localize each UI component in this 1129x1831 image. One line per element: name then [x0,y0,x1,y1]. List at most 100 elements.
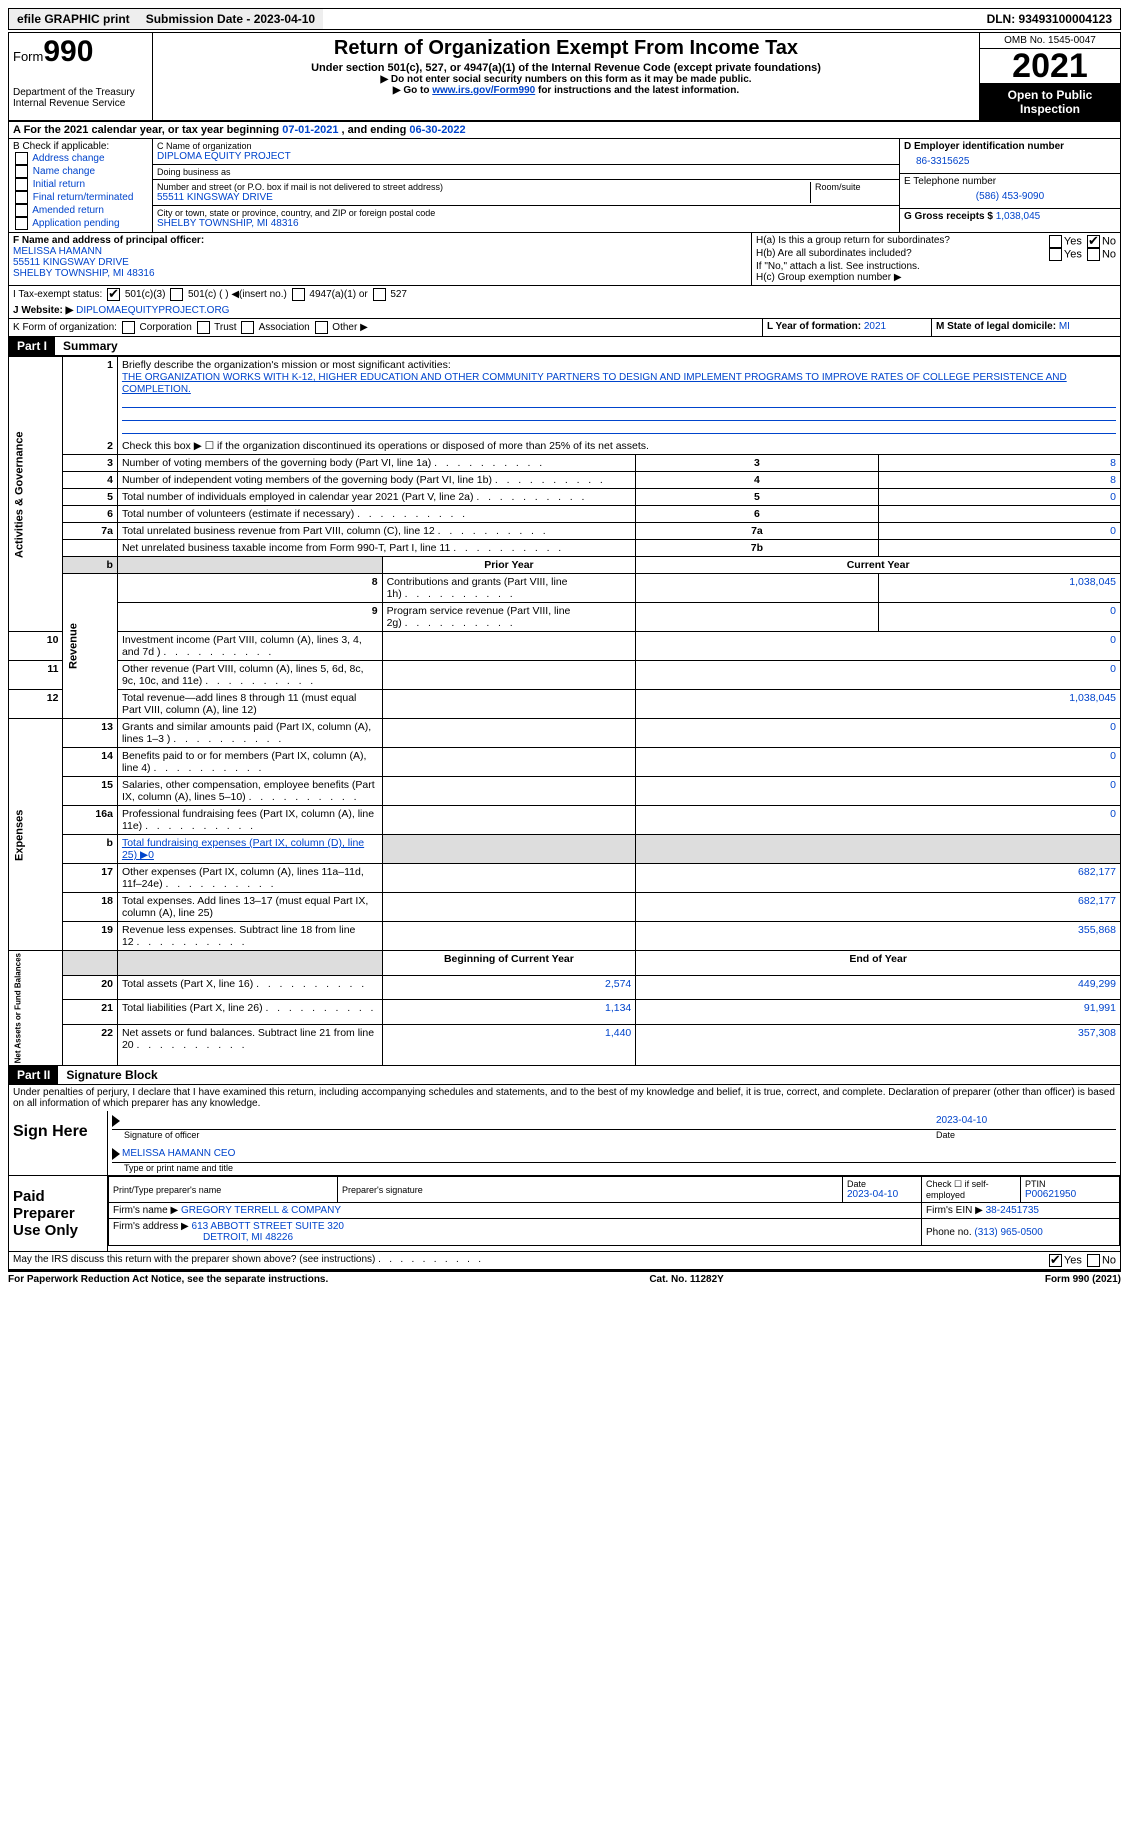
check-corp[interactable] [122,321,135,334]
open-public-badge: Open to Public Inspection [980,84,1120,120]
check-assoc[interactable] [241,321,254,334]
ag-row-text: Total number of individuals employed in … [117,489,635,506]
vert-ag: Activities & Governance [9,357,63,632]
room-label: Room/suite [815,182,895,192]
check-final[interactable]: Final return/terminated [13,191,148,204]
check-initial[interactable]: Initial return [13,178,148,191]
gross-value: 1,038,045 [996,211,1041,222]
spacer [323,16,978,22]
check-501c3[interactable] [107,288,120,301]
row-text: Contributions and grants (Part VIII, lin… [382,574,636,603]
opt-corp: Corporation [140,322,192,333]
part2-title: Signature Block [58,1066,165,1084]
footer-right: Form 990 (2021) [1045,1274,1121,1285]
prep-sig-label: Preparer's signature [342,1185,838,1195]
vert-net: Net Assets or Fund Balances [9,951,63,1066]
prep-name-label: Print/Type preparer's name [113,1185,333,1195]
officer-label: F Name and address of principal officer: [13,235,204,246]
col-c: C Name of organization DIPLOMA EQUITY PR… [153,139,900,232]
check-527[interactable] [373,288,386,301]
box: 5 [636,489,878,506]
check-pending[interactable]: Application pending [13,217,148,230]
table-row: 21Total liabilities (Part X, line 26)1,1… [9,1000,1121,1025]
row-a-mid: , and ending [342,124,410,136]
check-4947[interactable] [292,288,305,301]
firm-city: DETROIT, MI 48226 [113,1232,293,1243]
addr-value: 55511 KINGSWAY DRIVE [157,192,806,203]
officer-addr1: 55511 KINGSWAY DRIVE [13,257,129,268]
line1-label: Briefly describe the organization's miss… [122,359,451,371]
check-trust[interactable] [197,321,210,334]
form-word: Form [13,49,43,64]
summary-table: Activities & Governance 1 Briefly descri… [8,356,1121,1066]
sig-officer-label: Signature of officer [112,1130,936,1140]
opt-501c3: 501(c)(3) [125,289,166,300]
phone-label: E Telephone number [904,176,1116,187]
sign-here-label: Sign Here [9,1111,108,1175]
discuss-no[interactable] [1087,1254,1100,1267]
row-a: A For the 2021 calendar year, or tax yea… [8,122,1121,139]
form-subtitle: Under section 501(c), 527, or 4947(a)(1)… [157,62,975,74]
current: 1,038,045 [878,574,1120,603]
table-row: 5Total number of individuals employed in… [9,489,1121,506]
ag-row-text: Number of independent voting members of … [117,472,635,489]
hb-label: H(b) Are all subordinates included? [756,248,912,261]
triangle-icon [112,1115,120,1127]
header-left: Form990 Department of the Treasury Inter… [9,33,153,120]
addr-label: Number and street (or P.O. box if mail i… [157,182,806,192]
prep-date: 2023-04-10 [847,1189,898,1200]
l-label: L Year of formation: [767,321,864,332]
table-row: 10Investment income (Part VIII, column (… [9,632,1121,661]
efile-print-button[interactable]: efile GRAPHIC print [9,9,138,29]
row-h: H(a) Is this a group return for subordin… [752,233,1120,285]
footer: For Paperwork Reduction Act Notice, see … [8,1270,1121,1287]
opt-501c: 501(c) ( ) ◀(insert no.) [188,289,287,300]
check-501c[interactable] [170,288,183,301]
check-amended[interactable]: Amended return [13,204,148,217]
firm-phone: (313) 965-0500 [974,1227,1042,1238]
part2-bar: Part II Signature Block [8,1066,1121,1085]
row-i: I Tax-exempt status: 501(c)(3) 501(c) ( … [8,286,1121,303]
firm-addr-label: Firm's address ▶ [113,1221,192,1232]
table-row: Net unrelated business taxable income fr… [9,540,1121,557]
j-label: J Website: ▶ [13,305,73,316]
l-val: 2021 [864,321,886,332]
check-other[interactable] [315,321,328,334]
tax-year-end: 06-30-2022 [409,124,465,136]
vert-rev: Revenue [63,574,117,719]
discuss-yes[interactable] [1049,1254,1062,1267]
row-f: F Name and address of principal officer:… [9,233,752,285]
irs-label: Internal Revenue Service [13,98,148,109]
hc-label: H(c) Group exemption number ▶ [756,272,1116,283]
table-row: 17Other expenses (Part IX, column (A), l… [9,864,1121,893]
table-row: 11Other revenue (Part VIII, column (A), … [9,661,1121,690]
box: 3 [636,455,878,472]
table-row: 3Number of voting members of the governi… [9,455,1121,472]
opt-4947: 4947(a)(1) or [309,289,367,300]
ag-row-text: Total unrelated business revenue from Pa… [117,523,635,540]
check-name[interactable]: Name change [13,165,148,178]
submission-date-button[interactable]: Submission Date - 2023-04-10 [138,9,323,29]
val: 0 [878,489,1120,506]
val: 0 [878,523,1120,540]
vert-exp: Expenses [9,719,63,951]
ein-label: D Employer identification number [904,141,1116,152]
dln-label: DLN: 93493100004123 [979,9,1120,29]
firm-name-label: Firm's name ▶ [113,1205,181,1216]
ag-row-text: Number of voting members of the governin… [117,455,635,472]
irs-link[interactable]: www.irs.gov/Form990 [432,85,535,96]
hb-note: If "No," attach a list. See instructions… [756,261,1116,272]
mission-text: THE ORGANIZATION WORKS WITH K-12, HIGHER… [122,372,1067,395]
box: 7a [636,523,878,540]
check-address[interactable]: Address change [13,152,148,165]
box: 4 [636,472,878,489]
phone-value: (586) 453-9090 [904,187,1116,206]
discuss-text: May the IRS discuss this return with the… [13,1254,1047,1267]
website-value: DIPLOMAEQUITYPROJECT.ORG [76,305,229,316]
opt-assoc: Association [259,322,310,333]
lineno: 8 [117,574,382,603]
sig-name-label: Type or print name and title [112,1163,1116,1173]
opt-other: Other ▶ [332,322,367,333]
declaration: Under penalties of perjury, I declare th… [8,1085,1121,1111]
part2-num: Part II [9,1066,58,1084]
